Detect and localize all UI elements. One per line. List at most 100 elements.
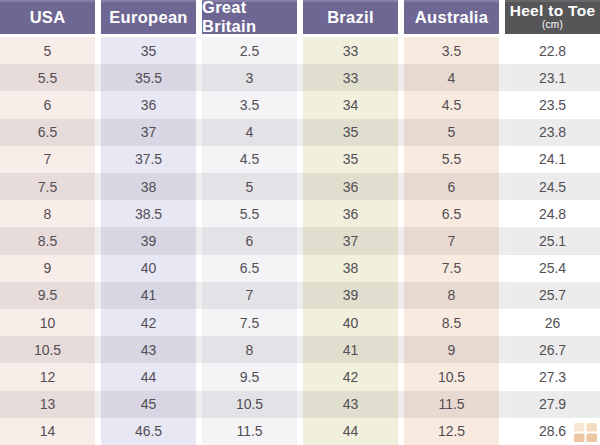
cell-heel-to-toe: 25.1: [505, 227, 600, 254]
cell-australia: 5: [404, 119, 499, 146]
cell-european: 35.5: [101, 64, 196, 91]
table-body: 5352.5333.522.85.535.5333423.16363.5344.…: [0, 37, 600, 445]
table-row: 9.541739825.7: [0, 282, 600, 309]
table-row: 7.538536624.5: [0, 173, 600, 200]
cell-great-britain: 6.5: [202, 255, 297, 282]
cell-european: 46.5: [101, 418, 196, 445]
cell-great-britain: 8: [202, 336, 297, 363]
cell-european: 45: [101, 391, 196, 418]
cell-great-britain: 5: [202, 173, 297, 200]
cell-european: 37: [101, 119, 196, 146]
table-row: 5352.5333.522.8: [0, 37, 600, 64]
header-usa: USA: [0, 0, 95, 34]
cell-brazil: 37: [303, 227, 398, 254]
cell-european: 42: [101, 309, 196, 336]
table-row: 737.54.5355.524.1: [0, 146, 600, 173]
cell-usa: 6: [0, 91, 95, 118]
cell-european: 43: [101, 336, 196, 363]
header-heel-to-toe-unit: (cm): [542, 20, 563, 31]
cell-usa: 7: [0, 146, 95, 173]
cell-brazil: 44: [303, 418, 398, 445]
table-row: 838.55.5366.524.8: [0, 200, 600, 227]
cell-australia: 9: [404, 336, 499, 363]
cell-heel-to-toe: 26: [505, 309, 600, 336]
cell-european: 36: [101, 91, 196, 118]
cell-european: 40: [101, 255, 196, 282]
cell-australia: 10.5: [404, 363, 499, 390]
cell-australia: 5.5: [404, 146, 499, 173]
cell-australia: 4: [404, 64, 499, 91]
cell-usa: 5.5: [0, 64, 95, 91]
cell-brazil: 39: [303, 282, 398, 309]
cell-european: 41: [101, 282, 196, 309]
cell-heel-to-toe: 24.8: [505, 200, 600, 227]
cell-australia: 7.5: [404, 255, 499, 282]
cell-heel-to-toe: 23.5: [505, 91, 600, 118]
cell-heel-to-toe: 25.4: [505, 255, 600, 282]
table-row: 134510.54311.527.9: [0, 391, 600, 418]
cell-heel-to-toe: 23.8: [505, 119, 600, 146]
table-header-row: USA European Great Britain Brazil Austra…: [0, 0, 600, 34]
cell-brazil: 36: [303, 200, 398, 227]
cell-usa: 7.5: [0, 173, 95, 200]
cell-great-britain: 2.5: [202, 37, 297, 64]
cell-brazil: 43: [303, 391, 398, 418]
cell-brazil: 42: [303, 363, 398, 390]
cell-european: 38: [101, 173, 196, 200]
cell-great-britain: 4: [202, 119, 297, 146]
cell-australia: 8.5: [404, 309, 499, 336]
table-row: 6.537435523.8: [0, 119, 600, 146]
cell-usa: 9.5: [0, 282, 95, 309]
cell-usa: 12: [0, 363, 95, 390]
cell-european: 35: [101, 37, 196, 64]
cell-great-britain: 3: [202, 64, 297, 91]
cell-great-britain: 10.5: [202, 391, 297, 418]
cell-australia: 8: [404, 282, 499, 309]
size-conversion-table: USA European Great Britain Brazil Austra…: [0, 0, 600, 445]
table-row: 6363.5344.523.5: [0, 91, 600, 118]
cell-great-britain: 4.5: [202, 146, 297, 173]
cell-great-britain: 6: [202, 227, 297, 254]
cell-great-britain: 5.5: [202, 200, 297, 227]
cell-great-britain: 7.5: [202, 309, 297, 336]
cell-heel-to-toe: 25.7: [505, 282, 600, 309]
cell-australia: 7: [404, 227, 499, 254]
cell-heel-to-toe: 27.9: [505, 391, 600, 418]
cell-australia: 6.5: [404, 200, 499, 227]
cell-heel-to-toe: 22.8: [505, 37, 600, 64]
table-row: 12449.54210.527.3: [0, 363, 600, 390]
cell-great-britain: 7: [202, 282, 297, 309]
table-row: 10427.5408.526: [0, 309, 600, 336]
header-brazil: Brazil: [303, 0, 398, 34]
cell-australia: 12.5: [404, 418, 499, 445]
cell-brazil: 34: [303, 91, 398, 118]
cell-great-britain: 3.5: [202, 91, 297, 118]
cell-heel-to-toe: 26.7: [505, 336, 600, 363]
cell-australia: 6: [404, 173, 499, 200]
header-european: European: [101, 0, 196, 34]
cell-usa: 8.5: [0, 227, 95, 254]
cell-usa: 13: [0, 391, 95, 418]
cell-australia: 4.5: [404, 91, 499, 118]
cell-european: 37.5: [101, 146, 196, 173]
cell-brazil: 41: [303, 336, 398, 363]
cell-great-britain: 11.5: [202, 418, 297, 445]
cell-australia: 3.5: [404, 37, 499, 64]
cell-usa: 9: [0, 255, 95, 282]
table-row: 10.543841926.7: [0, 336, 600, 363]
cell-heel-to-toe: 27.3: [505, 363, 600, 390]
cell-heel-to-toe: 23.1: [505, 64, 600, 91]
cell-brazil: 35: [303, 146, 398, 173]
cell-usa: 10: [0, 309, 95, 336]
header-australia: Australia: [404, 0, 499, 34]
cell-heel-to-toe: 28.6: [505, 418, 600, 445]
cell-european: 39: [101, 227, 196, 254]
cell-brazil: 33: [303, 64, 398, 91]
cell-brazil: 38: [303, 255, 398, 282]
table-row: 8.539637725.1: [0, 227, 600, 254]
cell-usa: 8: [0, 200, 95, 227]
cell-australia: 11.5: [404, 391, 499, 418]
cell-usa: 5: [0, 37, 95, 64]
cell-brazil: 35: [303, 119, 398, 146]
cell-european: 44: [101, 363, 196, 390]
